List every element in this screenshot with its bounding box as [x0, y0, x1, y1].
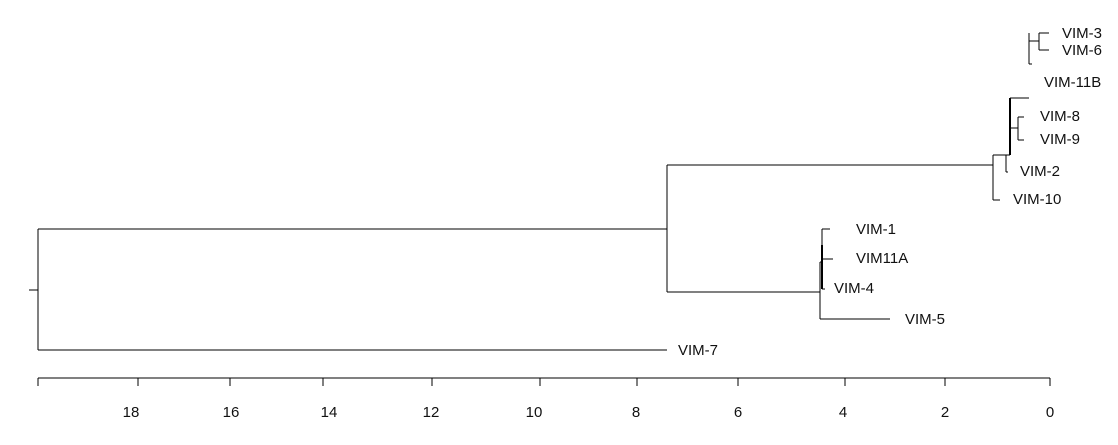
tick-label-0: 0 — [1046, 404, 1054, 421]
leaf-label-vim8: VIM-8 — [1040, 108, 1080, 125]
leaf-label-vim1: VIM-1 — [856, 221, 896, 238]
leaf-label-vim6: VIM-6 — [1062, 42, 1102, 59]
tick-label-12: 12 — [423, 404, 440, 421]
tick-label-6: 6 — [734, 404, 742, 421]
leaf-label-vim11b: VIM-11B — [1044, 74, 1101, 91]
tick-label-18: 18 — [123, 404, 140, 421]
leaf-label-vim7: VIM-7 — [678, 342, 718, 359]
leaf-label-vim9: VIM-9 — [1040, 131, 1080, 148]
tick-label-10: 10 — [526, 404, 543, 421]
tick-label-14: 14 — [321, 404, 338, 421]
leaf-label-vim11a: VIM11A — [856, 250, 908, 267]
leaf-label-vim4: VIM-4 — [834, 280, 874, 297]
tick-label-16: 16 — [223, 404, 240, 421]
tick-label-4: 4 — [839, 404, 847, 421]
scale-axis-ticks — [37, 378, 1051, 386]
leaf-label-vim2: VIM-2 — [1020, 163, 1060, 180]
tick-label-8: 8 — [632, 404, 640, 421]
tick-label-2: 2 — [941, 404, 949, 421]
leaf-label-vim5: VIM-5 — [905, 311, 945, 328]
leaf-label-vim3: VIM-3 — [1062, 25, 1102, 42]
leaf-label-vim10: VIM-10 — [1013, 191, 1061, 208]
